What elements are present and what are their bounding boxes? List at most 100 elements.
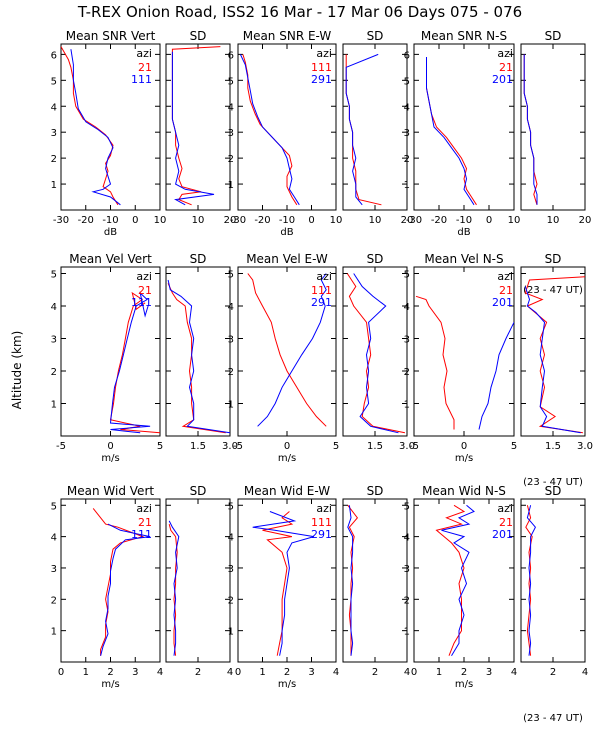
legend-entry-blue: 111 (131, 528, 152, 541)
series-line-blue-291 (347, 505, 354, 656)
x-tick-label: 1.5 (190, 441, 206, 452)
series-line-red-21 (524, 276, 585, 434)
y-tick-label: 2 (51, 154, 57, 165)
panel-title: SD (367, 29, 384, 43)
panel-wid-ns-sd: SD 2 4 (520, 484, 588, 678)
series-line-blue-111 (109, 291, 151, 434)
x-tick-label: 3.0 (399, 441, 415, 452)
panel-snr-ns-sd: SD 10 20 (520, 29, 592, 226)
panel-vel-vert-sd: SD 1.5 3.0 (165, 252, 238, 452)
x-tick-label: -10 (102, 215, 118, 226)
x-tick-label: 2 (550, 667, 556, 678)
legend-header: azi (316, 47, 332, 60)
legend-entry-red: 111 (311, 61, 332, 74)
panel-title: SD (367, 484, 384, 498)
x-tick-label: 3.0 (577, 441, 593, 452)
x-tick-label: 3 (308, 667, 314, 678)
y-tick-label: 3 (228, 128, 234, 139)
legend-entry-blue: 291 (311, 528, 332, 541)
y-tick-label: 5 (51, 501, 57, 512)
x-tick-label: -5 (409, 441, 419, 452)
legend-header: azi (136, 270, 152, 283)
legend-entry-blue: 291 (311, 73, 332, 86)
x-tick-label: 5 (157, 441, 163, 452)
series-line-blue-201 (426, 57, 475, 206)
axis-frame (165, 43, 231, 211)
x-tick-label: -20 (78, 215, 94, 226)
y-tick-label: 5 (51, 270, 57, 281)
x-tick-label: 0 (411, 667, 417, 678)
x-tick-label: 0 (58, 667, 64, 678)
y-tick-label: 1 (51, 180, 57, 191)
y-tick-label: 5 (228, 76, 234, 87)
panel-title: Mean Vel Vert (69, 252, 152, 266)
x-tick-label: 4 (511, 667, 517, 678)
x-tick-label: 10 (508, 215, 521, 226)
panel-title: SD (190, 252, 207, 266)
panel-title: Mean SNR E-W (243, 29, 332, 43)
y-tick-label: 5 (404, 76, 410, 87)
panel-title: SD (190, 29, 207, 43)
x-tick-label: 1 (259, 667, 265, 678)
x-tick-label: -30 (53, 215, 69, 226)
x-axis-label: m/s (278, 453, 296, 464)
x-axis-label: m/s (101, 453, 119, 464)
x-tick-label: 5 (511, 441, 517, 452)
series-line-blue-201 (524, 286, 581, 434)
x-tick-label: 1 (436, 667, 442, 678)
x-tick-label: 0 (461, 441, 467, 452)
panel-vel-ew-sd: SD 1.5 3.0 (342, 252, 415, 452)
legend-entry-blue: 111 (131, 296, 152, 309)
x-tick-label: -20 (254, 215, 270, 226)
x-tick-label: 10 (369, 215, 382, 226)
y-tick-label: 2 (404, 595, 410, 606)
legend-entry-blue: 111 (131, 73, 152, 86)
x-tick-label: 10 (154, 215, 167, 226)
panel-title: Mean SNR Vert (66, 29, 156, 43)
y-tick-label: 5 (228, 270, 234, 281)
legend-header: azi (497, 502, 513, 515)
y-tick-label: 5 (228, 501, 234, 512)
x-tick-label: 0 (308, 215, 314, 226)
series-line-blue-201 (526, 505, 536, 656)
series-line-blue-291 (257, 273, 327, 427)
legend-header: azi (497, 270, 513, 283)
series-line-blue-111 (70, 49, 121, 206)
x-tick-label: -5 (56, 441, 66, 452)
panel-snr-vert-sd: SD 10 20 (165, 29, 236, 226)
panel-title: Mean Vel N-S (424, 252, 503, 266)
y-tick-label: 1 (404, 627, 410, 638)
x-tick-label: 4 (404, 667, 410, 678)
y-tick-label: 1 (51, 400, 57, 411)
panel-title: Mean Vel E-W (246, 252, 328, 266)
legend-entry-red: 21 (499, 61, 513, 74)
y-tick-label: 6 (228, 50, 234, 61)
x-tick-label: 2 (195, 667, 201, 678)
series-line-blue-291 (345, 53, 379, 206)
x-tick-label: 0 (235, 667, 241, 678)
x-tick-label: 0 (284, 441, 290, 452)
series-line-red-21 (171, 46, 221, 206)
panel-snr-ew: Mean SNR E-W -30 -20 -10 0 10 1 2 3 4 5 6 dB azi11129… (228, 29, 343, 238)
series-line-red-21 (415, 295, 455, 430)
x-tick-label: 4 (333, 667, 339, 678)
x-tick-label: -10 (456, 215, 472, 226)
panel-title: Mean SNR N-S (421, 29, 507, 43)
y-tick-label: 2 (51, 595, 57, 606)
x-tick-label: 20 (579, 215, 592, 226)
x-tick-label: -30 (406, 215, 422, 226)
x-tick-label: 10 (547, 215, 560, 226)
time-note-vel: (23 - 47 UT) (523, 477, 583, 488)
x-axis-label: m/s (101, 679, 119, 690)
y-tick-label: 3 (404, 335, 410, 346)
x-tick-label: 3.0 (222, 441, 238, 452)
legend-entry-blue: 291 (311, 296, 332, 309)
y-tick-label: 3 (404, 564, 410, 575)
y-tick-label: 4 (404, 533, 410, 544)
series-line-blue-111 (168, 520, 180, 656)
panel-title: SD (367, 252, 384, 266)
